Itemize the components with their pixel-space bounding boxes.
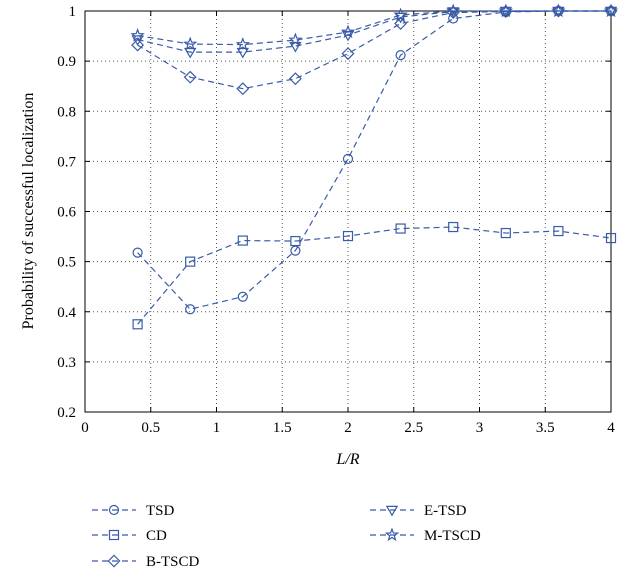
data-point-b-tscd [341,47,355,61]
legend-item: M-TSCD [370,527,481,544]
data-point-cd [553,225,564,237]
data-point-e-tsd [183,47,197,59]
x-tick-label: 2.5 [404,420,423,436]
data-point-cd [237,235,248,246]
data-point-tsd [342,153,354,164]
data-point-m-tscd [340,24,356,39]
data-point-b-tscd [131,38,145,52]
y-tick-labels: 0.2 0.3 0.4 0.5 0.6 0.7 0.8 0.9 1 [57,4,76,421]
y-tick-label: 0.8 [57,104,76,120]
legend-label: E-TSD [424,503,467,519]
plot-frame [84,10,612,413]
y-tick-label: 0.4 [57,305,76,321]
y-axis-label: Probability of successful localization [20,93,37,330]
data-point-m-tscd [603,3,619,18]
grid-lines [84,10,612,413]
legend-item: CD [92,528,167,544]
data-point-m-tscd [130,28,145,42]
data-point-e-tsd [236,47,250,59]
legend-marker [384,527,400,542]
legend-item: B-TSCD [92,554,200,570]
data-point-cd [342,230,354,242]
x-tick-label: 2 [344,420,352,436]
legend-marker [107,554,121,568]
data-point-b-tscd [236,82,250,96]
data-point-m-tscd [235,37,250,51]
series-line-m-tscd [137,10,611,46]
legend: TSD CD B-TSCD E-TSD M-TSCD [92,503,481,570]
x-tick-label: 3.5 [536,420,555,436]
legend-item: E-TSD [370,503,467,519]
legend-item: TSD [92,503,175,519]
data-point-m-tscd [183,36,198,51]
x-tick-label: 0.5 [141,420,160,436]
x-axis-label: L/R [335,451,359,468]
series-markers [130,3,619,330]
data-point-m-tscd [498,3,513,18]
y-tick-label: 0.2 [57,405,76,421]
data-point-m-tscd [446,3,461,18]
data-point-m-tscd [393,7,408,22]
data-point-cd [500,227,511,239]
x-tick-label: 1 [213,420,221,436]
legend-label: CD [146,528,167,544]
series-line-e-tsd [137,10,611,53]
series-lines [137,10,612,325]
y-tick-label: 0.3 [57,355,76,371]
data-point-tsd [185,304,196,315]
data-point-m-tscd [288,32,303,47]
y-tick-label: 1 [69,4,77,20]
data-point-m-tscd [551,3,566,18]
data-point-b-tscd [288,72,302,86]
series-line-tsd [137,10,611,310]
legend-label: M-TSCD [424,528,481,544]
x-tick-label: 3 [476,420,484,436]
legend-label: TSD [146,503,175,519]
series-line-b-tscd [137,10,611,90]
data-point-cd [448,221,459,233]
data-point-cd [395,223,406,234]
data-point-b-tscd [394,17,408,31]
data-point-cd [132,319,143,330]
y-tick-label: 0.6 [57,205,76,221]
data-point-cd [185,256,196,267]
legend-label: B-TSCD [146,554,200,570]
series-line-cd [137,226,612,325]
y-tick-label: 0.5 [57,255,76,271]
data-point-tsd [132,247,143,258]
y-tick-label: 0.9 [57,54,76,70]
data-point-cd [605,232,617,244]
data-point-cd [290,235,301,247]
x-tick-label: 0 [81,420,89,436]
legend-marker [385,505,399,517]
y-tick-label: 0.7 [57,154,76,170]
data-point-b-tscd [183,70,197,84]
legend-marker [108,529,120,541]
data-point-tsd [237,291,248,302]
data-point-tsd [395,50,406,61]
x-tick-labels: 0 0.5 1 1.5 2 2.5 3 3.5 4 [81,420,615,436]
x-tick-label: 4 [607,420,615,436]
legend-marker [108,504,120,516]
x-tick-label: 1.5 [273,420,292,436]
